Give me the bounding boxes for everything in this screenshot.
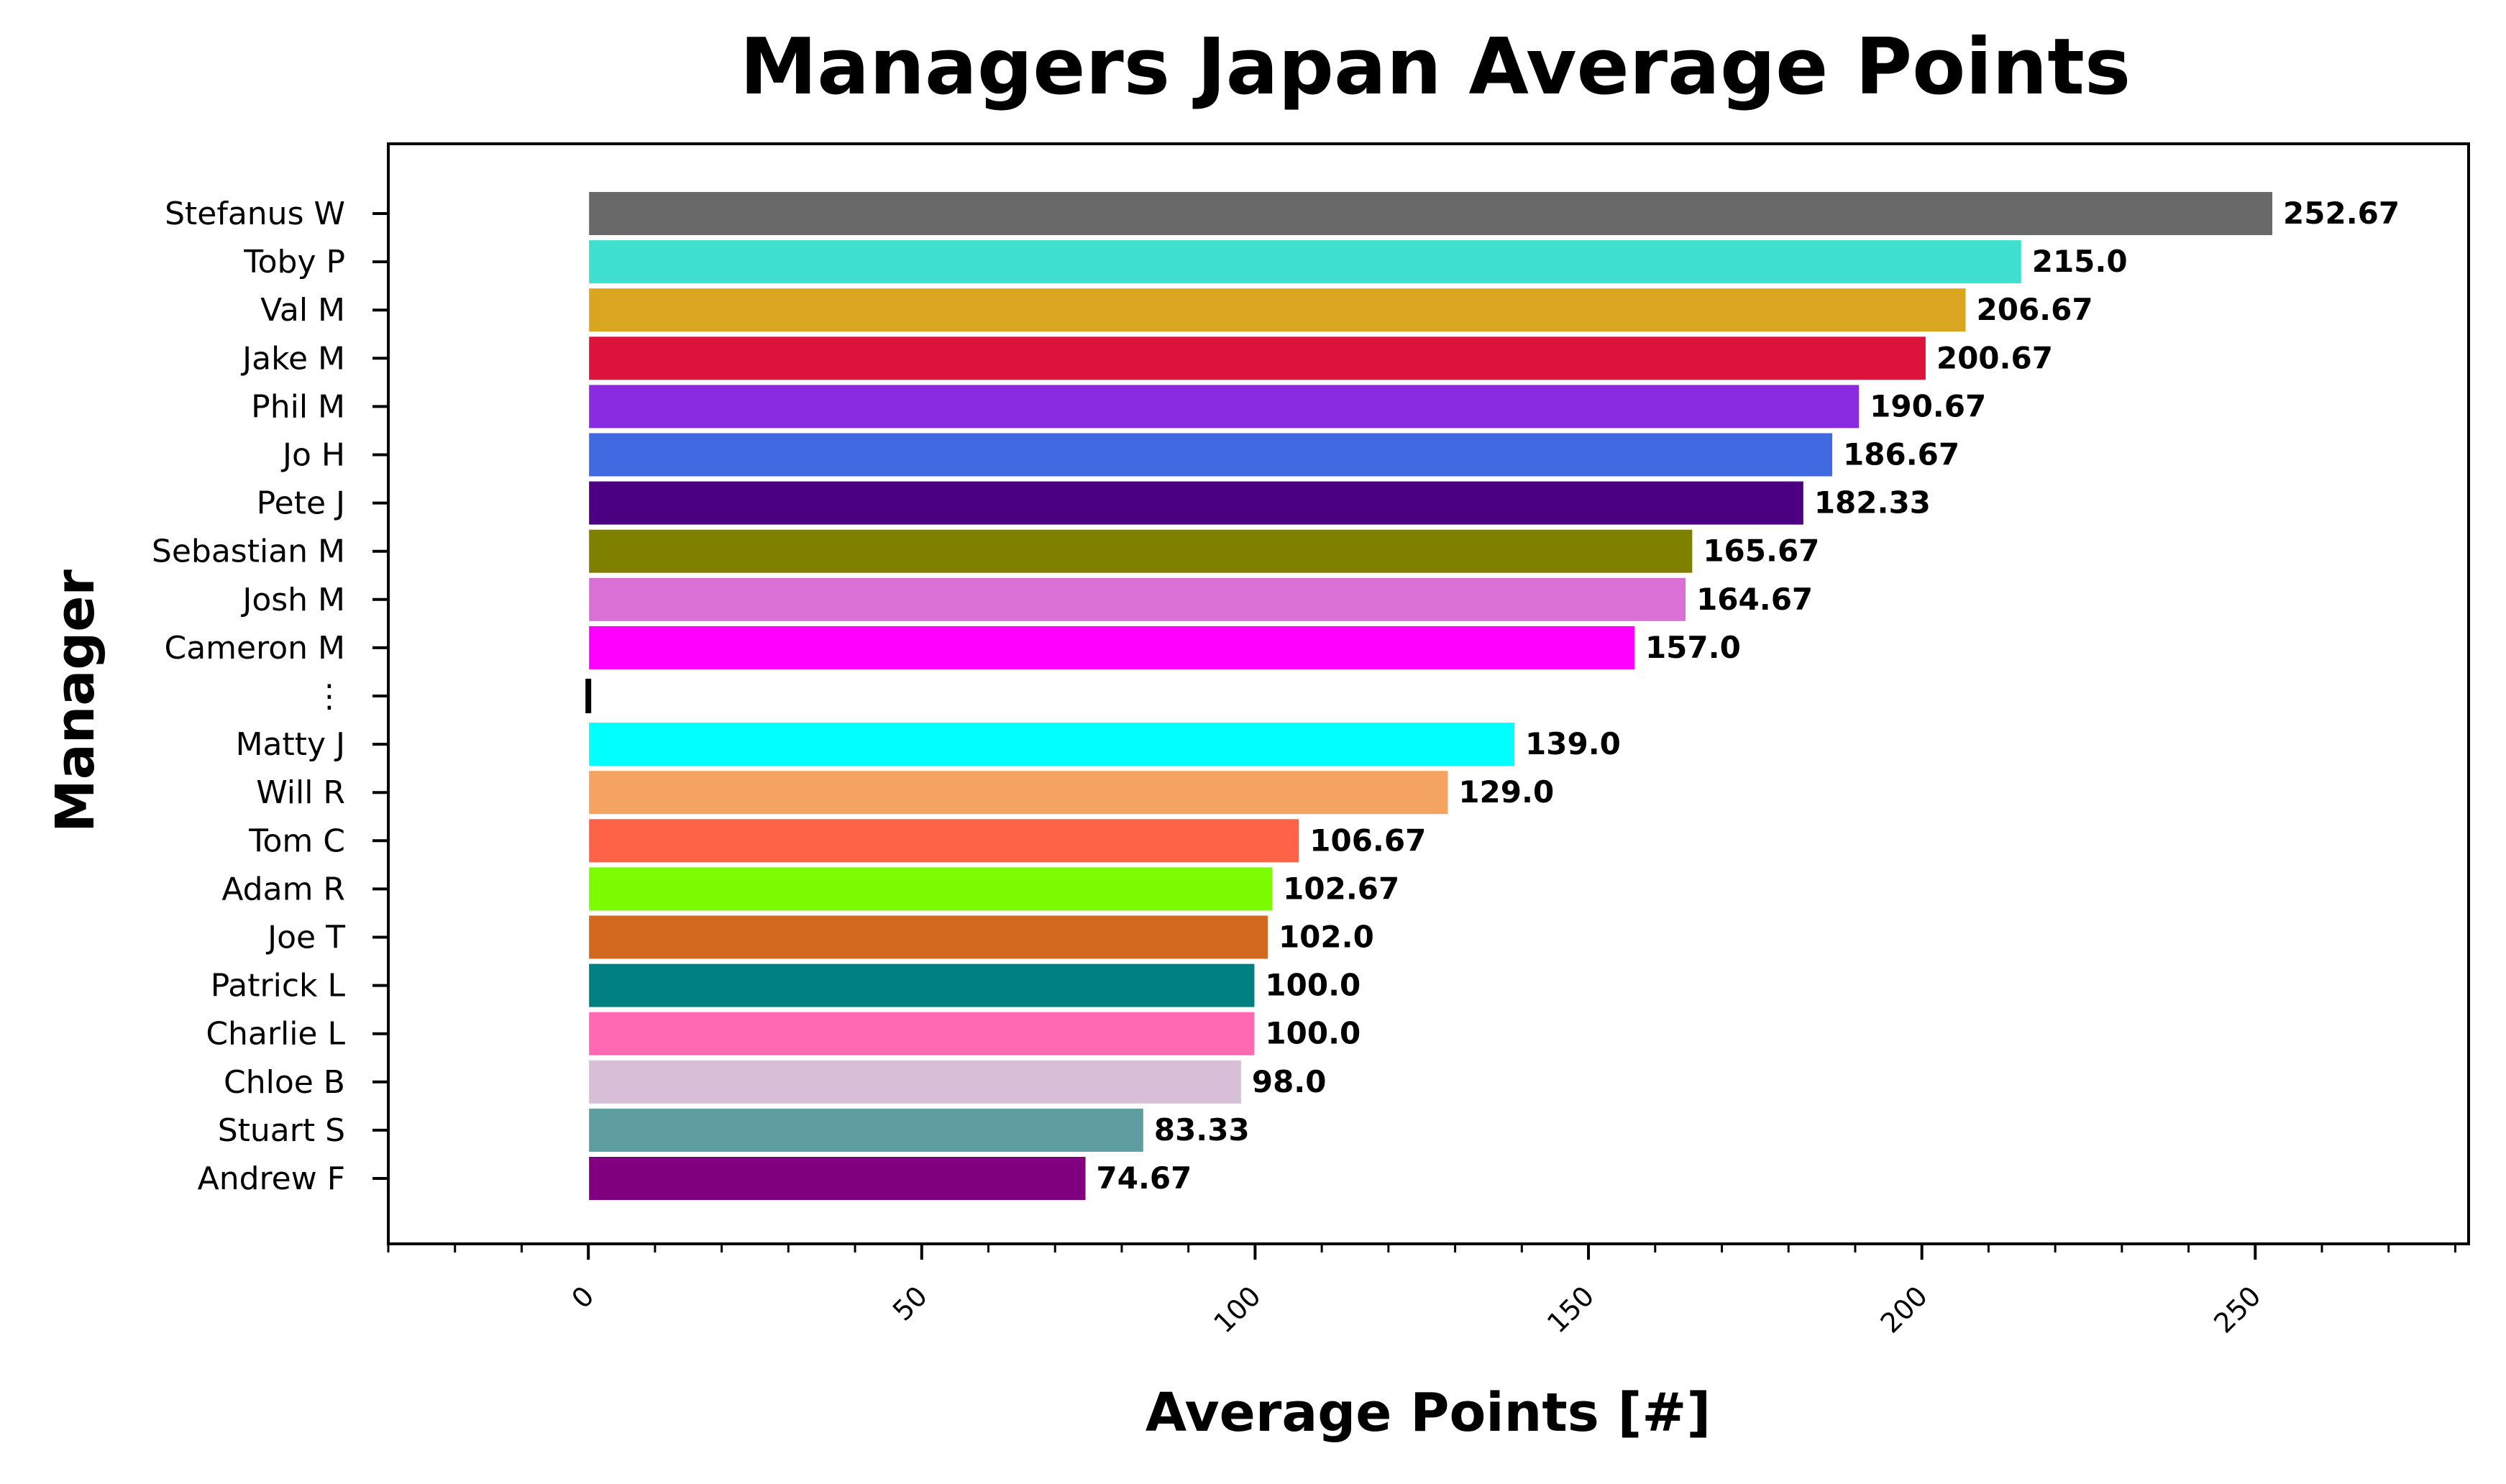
bar: [587, 769, 1450, 816]
bar: [587, 480, 1805, 526]
y-tick-label: ⋮: [314, 678, 345, 715]
y-tick-label: Adam R: [221, 871, 345, 907]
x-axis-label: Average Points [#]: [1145, 1382, 1711, 1444]
y-tick-label: Cameron M: [165, 630, 346, 667]
data-label: 74.67: [1097, 1160, 1192, 1196]
y-axis: Stefanus W Toby P Val M Jake M Phil M Jo H Pet…: [152, 196, 388, 1197]
data-label: 102.67: [1283, 871, 1399, 906]
x-tick-label: 150: [1541, 1280, 1600, 1339]
y-tick-label: Toby P: [243, 244, 345, 280]
data-label: 165.67: [1703, 533, 1819, 569]
data-labels-group: 252.67 215.0 206.67 200.67 190.67 186.67 182.3…: [1097, 196, 2400, 1196]
y-tick-label: Val M: [260, 292, 345, 329]
bar: [587, 866, 1274, 912]
data-label: 106.67: [1309, 823, 1426, 858]
y-tick-label: Sebastian M: [152, 533, 345, 570]
x-tick-label: 50: [887, 1280, 933, 1327]
data-label: 139.0: [1525, 726, 1621, 761]
bar: [587, 528, 1694, 574]
bar: [587, 1107, 1145, 1153]
data-label: 100.0: [1265, 1016, 1361, 1051]
bar: [587, 1155, 1087, 1201]
y-axis-label: Manager: [45, 569, 106, 833]
ellipsis-marker: [585, 679, 592, 713]
data-label: 83.33: [1154, 1112, 1250, 1148]
data-label: 190.67: [1870, 388, 1986, 423]
bar: [587, 383, 1861, 430]
bar: [587, 962, 1256, 1009]
x-axis: 0 50 100 150 200 250: [387, 1244, 2456, 1339]
data-label: 215.0: [2032, 244, 2128, 279]
y-tick-label: Jake M: [240, 340, 345, 377]
bar: [587, 817, 1301, 864]
data-label: 129.0: [1458, 774, 1554, 810]
y-tick-label: Jo H: [280, 437, 345, 474]
bar: [587, 287, 1967, 334]
y-tick-label: Joe T: [265, 920, 345, 956]
x-tick-label: 200: [1875, 1280, 1934, 1339]
plot-area: [387, 142, 2470, 1245]
data-label: 182.33: [1814, 485, 1931, 521]
bar: [587, 1058, 1243, 1105]
bar: [587, 239, 2023, 285]
data-label: 102.0: [1279, 920, 1374, 955]
data-label: 252.67: [2283, 196, 2400, 231]
y-tick-label: Andrew F: [198, 1160, 345, 1197]
bars-group: [585, 191, 2274, 1201]
y-tick-label: Chloe B: [224, 1064, 345, 1101]
y-tick-label: Tom C: [248, 823, 345, 859]
y-tick-label: Will R: [256, 774, 345, 811]
data-label: 98.0: [1252, 1064, 1327, 1099]
y-tick-label: Stuart S: [218, 1112, 345, 1149]
data-label: 200.67: [1936, 340, 2053, 375]
y-tick-label: Stefanus W: [165, 196, 345, 232]
data-label: 164.67: [1696, 582, 1813, 617]
bar: [587, 431, 1834, 478]
bar: [587, 721, 1517, 768]
bar: [587, 191, 2274, 237]
y-tick-label: Matty J: [236, 726, 345, 763]
bar: [587, 914, 1269, 961]
bar: [587, 576, 1688, 623]
bar: [587, 335, 1927, 382]
data-label: 100.0: [1265, 968, 1361, 1003]
x-tick-label: 250: [2208, 1280, 2267, 1339]
y-tick-label: Charlie L: [206, 1016, 345, 1053]
data-label: 206.67: [1977, 292, 2093, 327]
data-label: 186.67: [1843, 437, 1959, 472]
y-tick-label: Josh M: [240, 582, 345, 618]
x-tick-label: 0: [565, 1280, 600, 1314]
bar: [587, 1010, 1256, 1057]
bar: [587, 624, 1636, 671]
y-tick-label: Patrick L: [211, 968, 346, 1004]
x-tick-label: 100: [1207, 1280, 1266, 1339]
y-tick-label: Phil M: [251, 388, 345, 425]
y-tick-label: Pete J: [257, 485, 345, 522]
chart-title: Managers Japan Average Points: [740, 22, 2131, 112]
data-label: 157.0: [1645, 630, 1741, 665]
